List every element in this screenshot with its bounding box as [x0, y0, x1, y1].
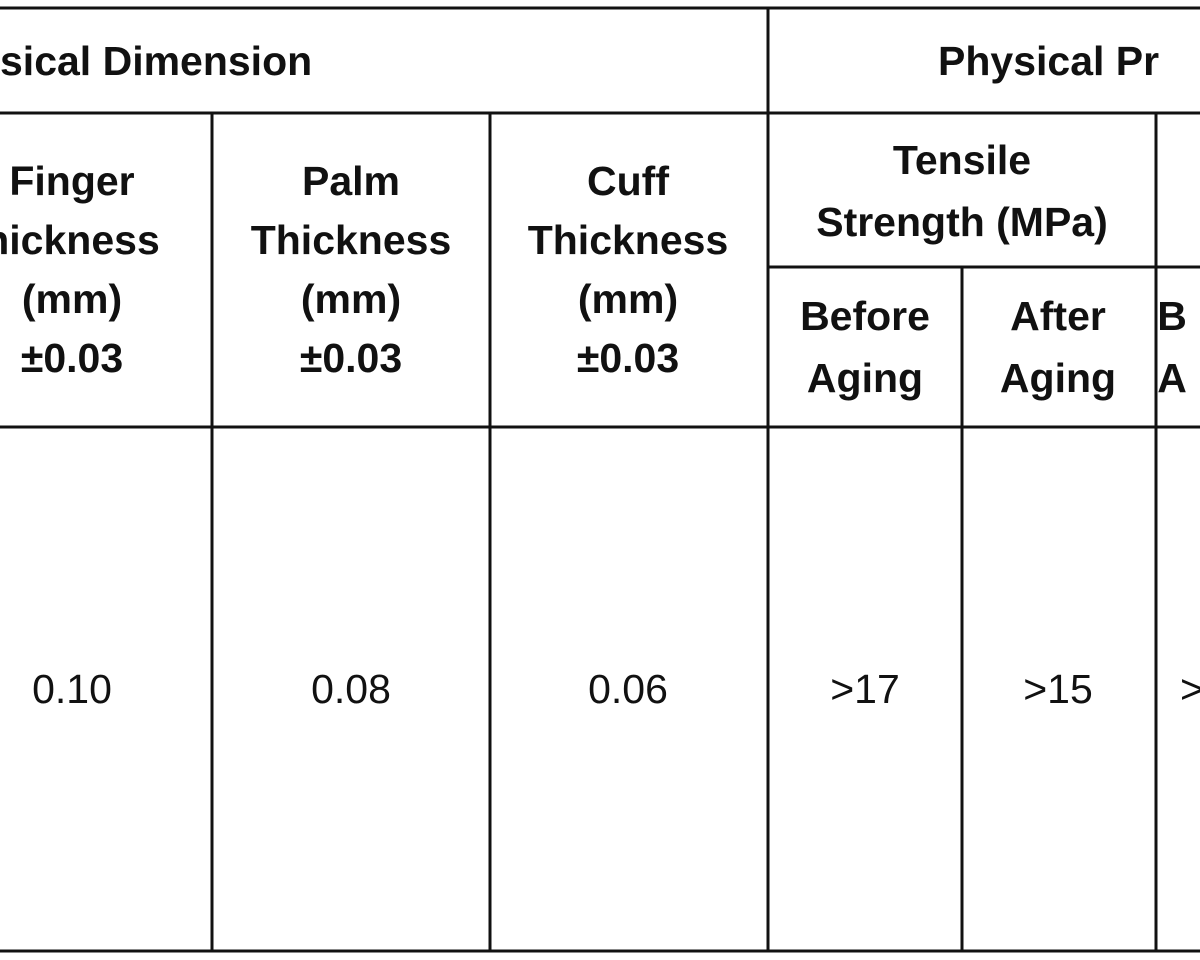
sub-header: A — [1157, 355, 1187, 401]
group-header: sical Dimension — [0, 38, 312, 84]
table-cell: 0.06 — [588, 666, 668, 712]
table-grid — [0, 6, 1200, 953]
column-header: (mm) — [301, 276, 401, 322]
column-header: Thickness — [528, 217, 729, 263]
sub-header: Aging — [1000, 355, 1116, 401]
sub-group-header: Strength (MPa) — [816, 199, 1108, 245]
sub-header: Aging — [807, 355, 923, 401]
column-header: Cuff — [587, 158, 669, 204]
column-header: Finger — [9, 158, 134, 204]
column-header: (mm) — [578, 276, 678, 322]
column-header: ±0.03 — [300, 335, 402, 381]
table-cell: 0.10 — [32, 666, 112, 712]
column-header: ±0.03 — [21, 335, 123, 381]
column-header: Thickness — [251, 217, 452, 263]
table-cell: > — [1180, 666, 1200, 712]
group-header: Physical Pr — [938, 38, 1159, 84]
sub-header: Before — [800, 293, 930, 339]
sub-header: After — [1010, 293, 1106, 339]
table-cell: >15 — [1023, 666, 1093, 712]
column-header: Palm — [302, 158, 400, 204]
column-header: hickness — [0, 217, 160, 263]
column-header: (mm) — [22, 276, 122, 322]
table-cell: >17 — [830, 666, 900, 712]
column-header: ±0.03 — [577, 335, 679, 381]
sub-group-header: Tensile — [893, 137, 1031, 183]
table-cell: 0.08 — [311, 666, 391, 712]
sub-header: B — [1157, 293, 1187, 339]
